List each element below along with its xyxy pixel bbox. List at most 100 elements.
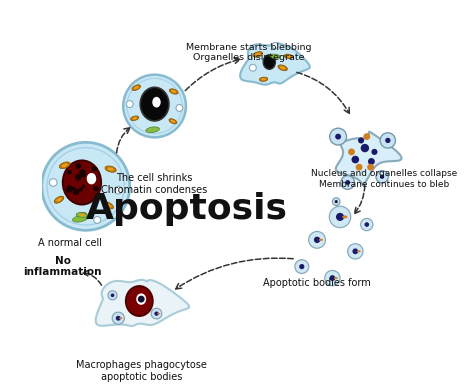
Ellipse shape (134, 86, 138, 89)
Ellipse shape (255, 53, 261, 56)
Text: The cell shrinks
Chromatin condenses: The cell shrinks Chromatin condenses (101, 173, 208, 195)
Circle shape (75, 174, 82, 181)
Circle shape (176, 105, 183, 112)
Circle shape (75, 163, 81, 169)
Ellipse shape (62, 163, 68, 167)
Ellipse shape (56, 198, 62, 202)
Circle shape (336, 213, 344, 221)
Circle shape (299, 264, 304, 269)
Ellipse shape (73, 216, 88, 222)
Ellipse shape (261, 78, 266, 80)
Ellipse shape (140, 87, 169, 121)
Circle shape (151, 308, 162, 319)
Circle shape (330, 128, 346, 145)
Ellipse shape (169, 89, 178, 94)
Text: Macrophages phagocytose
apoptotic bodies: Macrophages phagocytose apoptotic bodies (76, 360, 207, 382)
Circle shape (87, 179, 91, 182)
Circle shape (325, 270, 340, 286)
Circle shape (126, 101, 133, 108)
Circle shape (380, 175, 384, 179)
Ellipse shape (334, 277, 338, 279)
Ellipse shape (286, 55, 291, 57)
Ellipse shape (357, 250, 361, 252)
Circle shape (309, 231, 326, 248)
Text: No
inflammation: No inflammation (24, 256, 102, 277)
Text: Membrane starts blebbing
Organelles disintegrate: Membrane starts blebbing Organelles disi… (185, 43, 311, 62)
Circle shape (112, 312, 124, 324)
Circle shape (332, 198, 340, 206)
Ellipse shape (253, 51, 263, 57)
Circle shape (91, 174, 97, 180)
Circle shape (335, 200, 338, 203)
Ellipse shape (59, 162, 70, 168)
Circle shape (93, 186, 99, 191)
Circle shape (82, 185, 85, 188)
Circle shape (49, 179, 57, 186)
Circle shape (90, 181, 94, 184)
Circle shape (385, 138, 391, 143)
Ellipse shape (63, 161, 101, 204)
Circle shape (352, 248, 358, 254)
Polygon shape (240, 43, 310, 85)
Circle shape (155, 312, 159, 316)
Circle shape (138, 296, 145, 303)
Circle shape (335, 134, 341, 140)
Circle shape (356, 164, 363, 171)
Circle shape (347, 244, 363, 259)
Circle shape (111, 293, 114, 297)
Circle shape (73, 188, 80, 195)
Ellipse shape (87, 173, 96, 184)
Ellipse shape (278, 65, 287, 71)
Circle shape (67, 170, 72, 175)
Circle shape (364, 133, 370, 140)
Ellipse shape (270, 54, 280, 58)
Circle shape (91, 166, 97, 172)
Circle shape (87, 178, 91, 182)
Circle shape (116, 316, 121, 321)
Circle shape (345, 180, 350, 185)
Ellipse shape (146, 127, 159, 133)
Circle shape (94, 216, 100, 223)
Text: Nucleus and organelles collapse
Membrane continues to bleb: Nucleus and organelles collapse Membrane… (311, 169, 457, 188)
Circle shape (249, 64, 256, 71)
Circle shape (71, 187, 75, 191)
Circle shape (329, 275, 335, 281)
Circle shape (66, 187, 72, 193)
Circle shape (329, 206, 351, 228)
Circle shape (365, 222, 369, 227)
Circle shape (341, 176, 355, 190)
Circle shape (114, 186, 122, 194)
Circle shape (79, 188, 82, 191)
Circle shape (67, 185, 71, 189)
Ellipse shape (105, 166, 116, 172)
Circle shape (368, 158, 375, 165)
Ellipse shape (259, 77, 268, 82)
Text: Apoptotic bodies form: Apoptotic bodies form (263, 278, 371, 288)
Ellipse shape (106, 204, 111, 207)
Circle shape (380, 133, 395, 148)
Circle shape (372, 149, 377, 155)
Ellipse shape (131, 116, 139, 121)
Circle shape (42, 142, 130, 230)
Polygon shape (336, 132, 401, 184)
Ellipse shape (342, 215, 347, 218)
Circle shape (272, 43, 278, 49)
Ellipse shape (126, 286, 153, 316)
Ellipse shape (280, 66, 285, 69)
Ellipse shape (171, 90, 176, 93)
Circle shape (79, 169, 85, 176)
Circle shape (358, 137, 364, 144)
Circle shape (81, 172, 86, 177)
Circle shape (108, 291, 117, 300)
Text: Apoptosis: Apoptosis (86, 192, 288, 226)
Circle shape (361, 144, 369, 152)
Circle shape (352, 156, 359, 163)
Ellipse shape (157, 313, 160, 314)
Ellipse shape (152, 97, 161, 108)
Ellipse shape (263, 55, 275, 69)
Ellipse shape (136, 293, 146, 305)
Circle shape (367, 164, 374, 171)
Ellipse shape (76, 213, 88, 217)
Ellipse shape (171, 120, 175, 123)
Ellipse shape (284, 54, 292, 58)
